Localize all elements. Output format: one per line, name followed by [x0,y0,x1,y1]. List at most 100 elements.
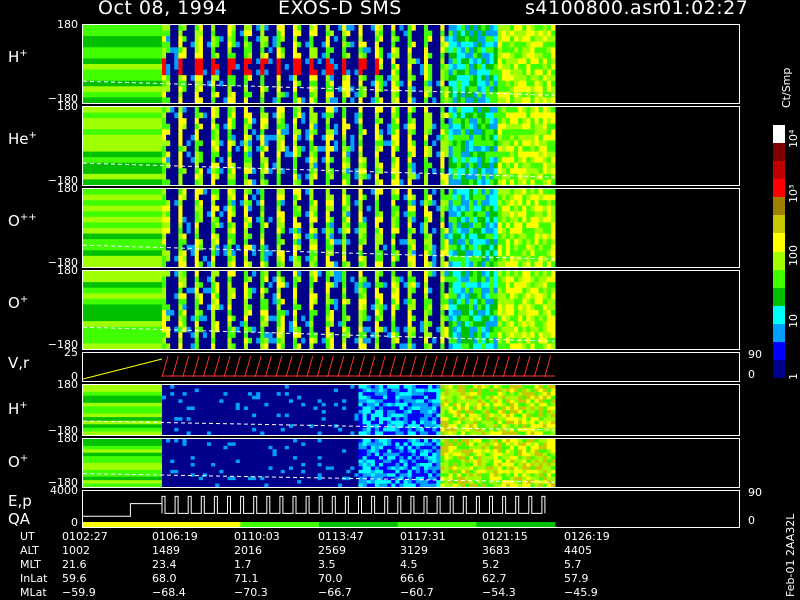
ephemeris-cell: 23.4 [152,558,177,571]
panel-5-plot [83,385,556,435]
colorbar-segment [773,197,785,216]
panel-7-ymin: 0 [71,516,78,529]
colorbar-tick: 10⁴ [787,129,800,148]
panel-6-label-sup: + [19,453,29,464]
panel-0-ymax: 180 [57,18,78,31]
ephemeris-cell: −66.7 [318,586,352,599]
panel-4-right-bottom: 0 [748,368,755,381]
panel-2-ymin: −180 [47,256,78,269]
colorbar-segment [773,341,785,361]
panel-1-label: He+ [8,130,37,148]
colorbar-segment [773,269,785,289]
panel-4-right-top: 90 [748,348,762,361]
panel-5-label: H+ [8,400,28,418]
colorbar-segment [773,287,785,307]
panel-5 [82,384,740,436]
colorbar-segment [773,233,785,252]
panel-2-plot [83,189,556,267]
panel-1-label-sup: + [28,130,37,141]
panel-0-ymin: −180 [47,92,78,105]
ephemeris-cell: 0106:19 [152,530,198,543]
panel-4-label: V,r [8,354,29,372]
panel-0-label-sup: + [19,48,28,59]
colorbar-segment [773,179,785,198]
panel-0-label: H+ [8,48,28,66]
panel-7-ymax: 4000 [50,484,78,497]
ephemeris-cell: 0121:15 [482,530,528,543]
ephemeris-cell: 0113:47 [318,530,364,543]
panel-1 [82,106,740,186]
ephemeris-row-label: MLat [20,586,47,599]
ephemeris-row-inlat: InLat 59.6 68.0 71.1 70.0 66.6 62.7 57.9 [0,572,800,586]
panel-6 [82,438,740,488]
colorbar-tick: 100 [787,245,800,266]
colorbar-segment [773,305,785,325]
panel-3-label: O+ [8,294,28,312]
panel-4-ymin: 0 [71,370,78,383]
ephemeris-cell: 5.7 [564,558,582,571]
panel-1-plot [83,107,556,185]
panel-7-plot [83,495,556,527]
panel-6-ymax: 180 [57,432,78,445]
panel-7-right-top: 90 [748,486,762,499]
panel-4-ymax: 25 [64,346,78,359]
panel-6-ymin: −180 [47,476,78,489]
panel-7-label-main: E,p [8,492,32,510]
ephemeris-cell: 4405 [564,544,592,557]
panel-6-label: O+ [8,453,28,471]
panel-3-plot [83,271,556,349]
plot-instrument: EXOS-D SMS [278,0,402,19]
colorbar-segment [773,215,785,234]
ephemeris-cell: 59.6 [62,572,87,585]
ephemeris-cell: 4.5 [400,558,418,571]
ephemeris-cell: 0110:03 [234,530,280,543]
panel-3 [82,270,740,350]
plot-file: s4100800.asr [525,0,661,19]
ephemeris-cell: −59.9 [62,586,96,599]
panel-0 [82,24,740,104]
colorbar-tick: 10 [787,314,800,328]
plot-date: Oct 08, 1994 [98,0,228,19]
colorbar-segment [773,251,785,271]
panel-2-label-sup: ++ [19,212,37,223]
ephemeris-cell: 2569 [318,544,346,557]
panel-7 [82,490,740,528]
plot-time: 01:02:27 [659,0,749,19]
panel-1-ymin: −180 [47,174,78,187]
ephemeris-row-label: InLat [20,572,48,585]
ephemeris-cell: 21.6 [62,558,87,571]
ephemeris-row-label: UT [20,530,35,543]
panel-3-label-sup: + [19,294,29,305]
ephemeris-cell: 3683 [482,544,510,557]
ephemeris-cell: 1.7 [234,558,252,571]
panel-4-plot [83,355,555,380]
colorbar-tick: 1 [787,373,800,380]
ephemeris-cell: 1489 [152,544,180,557]
panel-1-label-main: He [8,130,29,148]
panel-0-plot [83,25,556,103]
ephemeris-row-alt: ALT 1002 1489 2016 2569 3129 3683 4405 [0,544,800,558]
colorbar-segment [773,161,785,180]
ephemeris-cell: 2016 [234,544,262,557]
panel-2-label-main: O [8,212,20,230]
ephemeris-cell: −70.3 [234,586,268,599]
colorbar-segment [773,125,785,144]
ephemeris-cell: −68.4 [152,586,186,599]
colorbar-tick: 10³ [787,184,800,203]
panel-4 [82,352,740,382]
colorbar [773,125,785,379]
ephemeris-cell: 71.1 [234,572,259,585]
panel-5-label-sup: + [19,399,28,411]
ephemeris-row-mlt: MLT 21.6 23.4 1.7 3.5 4.5 5.2 5.7 [0,558,800,572]
panel-6-plot [83,439,556,487]
panel-3-ymax: 180 [57,264,78,277]
colorbar-segment [773,323,785,343]
panel-6-label-main: O [8,453,20,471]
ephemeris-cell: 70.0 [318,572,343,585]
ephemeris-cell: 57.9 [564,572,589,585]
panel-7-label: E,p QA [8,492,32,528]
ephemeris-row-label: MLT [20,558,41,571]
ephemeris-row-ut: UT 0102:27 0106:19 0110:03 0113:47 0117:31 012… [0,530,800,544]
colorbar-segment [773,359,785,379]
